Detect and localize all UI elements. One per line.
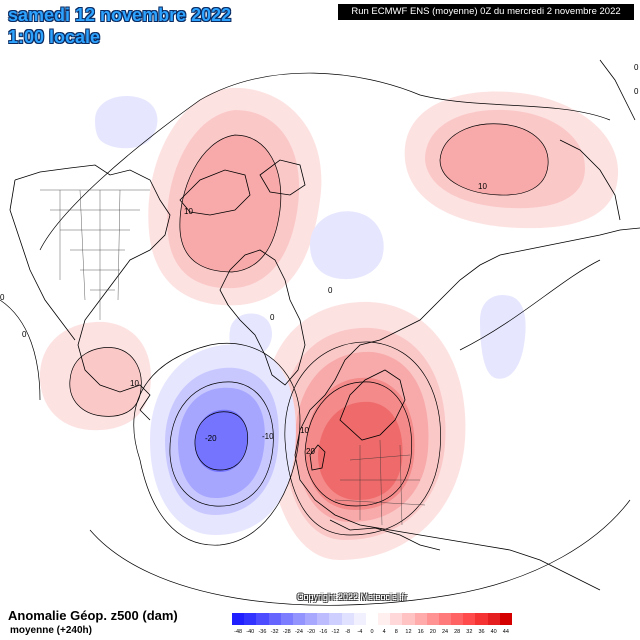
anomaly-negative-alaska (95, 96, 158, 149)
scale-label: 36 (478, 629, 485, 635)
label-usa-pos: 10 (130, 379, 139, 388)
scale-label: 12 (405, 629, 412, 635)
scale-swatch (244, 613, 257, 625)
scale-swatch (305, 613, 318, 625)
label-atl-neg-ring: -10 (262, 432, 274, 441)
anomaly-negative-greenland (229, 313, 272, 357)
scale-swatch (475, 613, 488, 625)
scale-label: -24 (294, 629, 303, 635)
coastlines (9, 59, 640, 591)
anomaly-contours (0, 72, 631, 606)
label-zero-6: 0 (634, 87, 639, 96)
scale-swatch (402, 613, 415, 625)
scale-label: 32 (466, 629, 473, 635)
scale-label: -48 (234, 629, 243, 635)
scale-swatch (232, 613, 245, 625)
scale-swatch (487, 613, 500, 625)
scale-label: 24 (441, 629, 449, 635)
forecast-time: 1:00 locale (8, 27, 101, 47)
color-scale-labels: -48 -40 -36 -32 -28 -24 -20 -16 -12 -8 -4 0 4 8 12 16 20… (232, 627, 512, 637)
scale-label: -40 (246, 629, 255, 635)
map-subtitle: moyenne (+240h) (10, 625, 92, 636)
label-zero-1: 0 (0, 293, 5, 302)
anomaly-negative-arctic (310, 211, 384, 280)
anomaly-positive-siberia (404, 91, 619, 229)
label-zero-2: 0 (22, 330, 27, 339)
scale-label: -20 (307, 629, 316, 635)
color-scale (232, 613, 512, 625)
anomaly-positive-usa (39, 321, 151, 431)
scale-swatch (341, 613, 354, 625)
scale-label: 8 (394, 629, 398, 635)
label-zero-4: 0 (270, 313, 275, 322)
map-title: Anomalie Géop. z500 (dam) (8, 608, 178, 623)
scale-label: 16 (417, 629, 424, 635)
anomaly-negative-asia (480, 295, 526, 379)
scale-label: 4 (382, 629, 386, 635)
scale-label: -32 (270, 629, 279, 635)
scale-swatch (378, 613, 391, 625)
scale-swatch (463, 613, 476, 625)
anomaly-positive-greenland (148, 87, 322, 306)
scale-swatch (256, 613, 269, 625)
label-atl-neg-low: -20 (205, 434, 217, 443)
label-eu-ring-10: 10 (300, 426, 309, 435)
scale-label: 44 (502, 629, 509, 635)
scale-label: 28 (454, 629, 461, 635)
scale-swatch (499, 613, 512, 625)
scale-swatch (426, 613, 439, 625)
scale-swatch (365, 613, 379, 625)
scale-swatch (268, 613, 281, 625)
borders (40, 189, 426, 526)
scale-label: -36 (258, 629, 267, 635)
scale-label: -4 (357, 629, 363, 635)
scale-swatch (329, 613, 342, 625)
label-na-pos-high: 10 (184, 207, 193, 216)
scale-swatch (390, 613, 403, 625)
scale-swatch (280, 613, 293, 625)
scale-swatch (317, 613, 330, 625)
label-ne-pos-high: 10 (478, 182, 487, 191)
scale-swatch (438, 613, 452, 625)
label-eu-ring-20: 20 (306, 447, 315, 456)
contour-labels: 10 10 -20 -10 10 20 10 0 0 0 0 0 0 (0, 63, 639, 456)
scale-swatch (292, 613, 306, 625)
scale-label: 0 (370, 629, 374, 635)
scale-label: -16 (319, 629, 328, 635)
copyright: Copyright 2022 Meteociel.fr (296, 592, 408, 602)
run-info: Run ECMWF ENS (moyenne) 0Z du mercredi 2… (338, 4, 634, 20)
forecast-date: samedi 12 novembre 2022 (8, 5, 232, 25)
scale-label: 40 (490, 629, 497, 635)
scale-swatch (353, 613, 366, 625)
scale-swatch (414, 613, 427, 625)
scale-swatch (451, 613, 464, 625)
scale-label: -28 (282, 629, 291, 635)
scale-label: -12 (331, 629, 340, 635)
scale-label: 20 (429, 629, 436, 635)
scale-label: -8 (345, 629, 351, 635)
label-zero-5: 0 (634, 63, 639, 72)
anomaly-positive-europe (264, 301, 466, 560)
label-zero-3: 0 (328, 286, 333, 295)
anomaly-negative-atlantic (150, 344, 296, 535)
